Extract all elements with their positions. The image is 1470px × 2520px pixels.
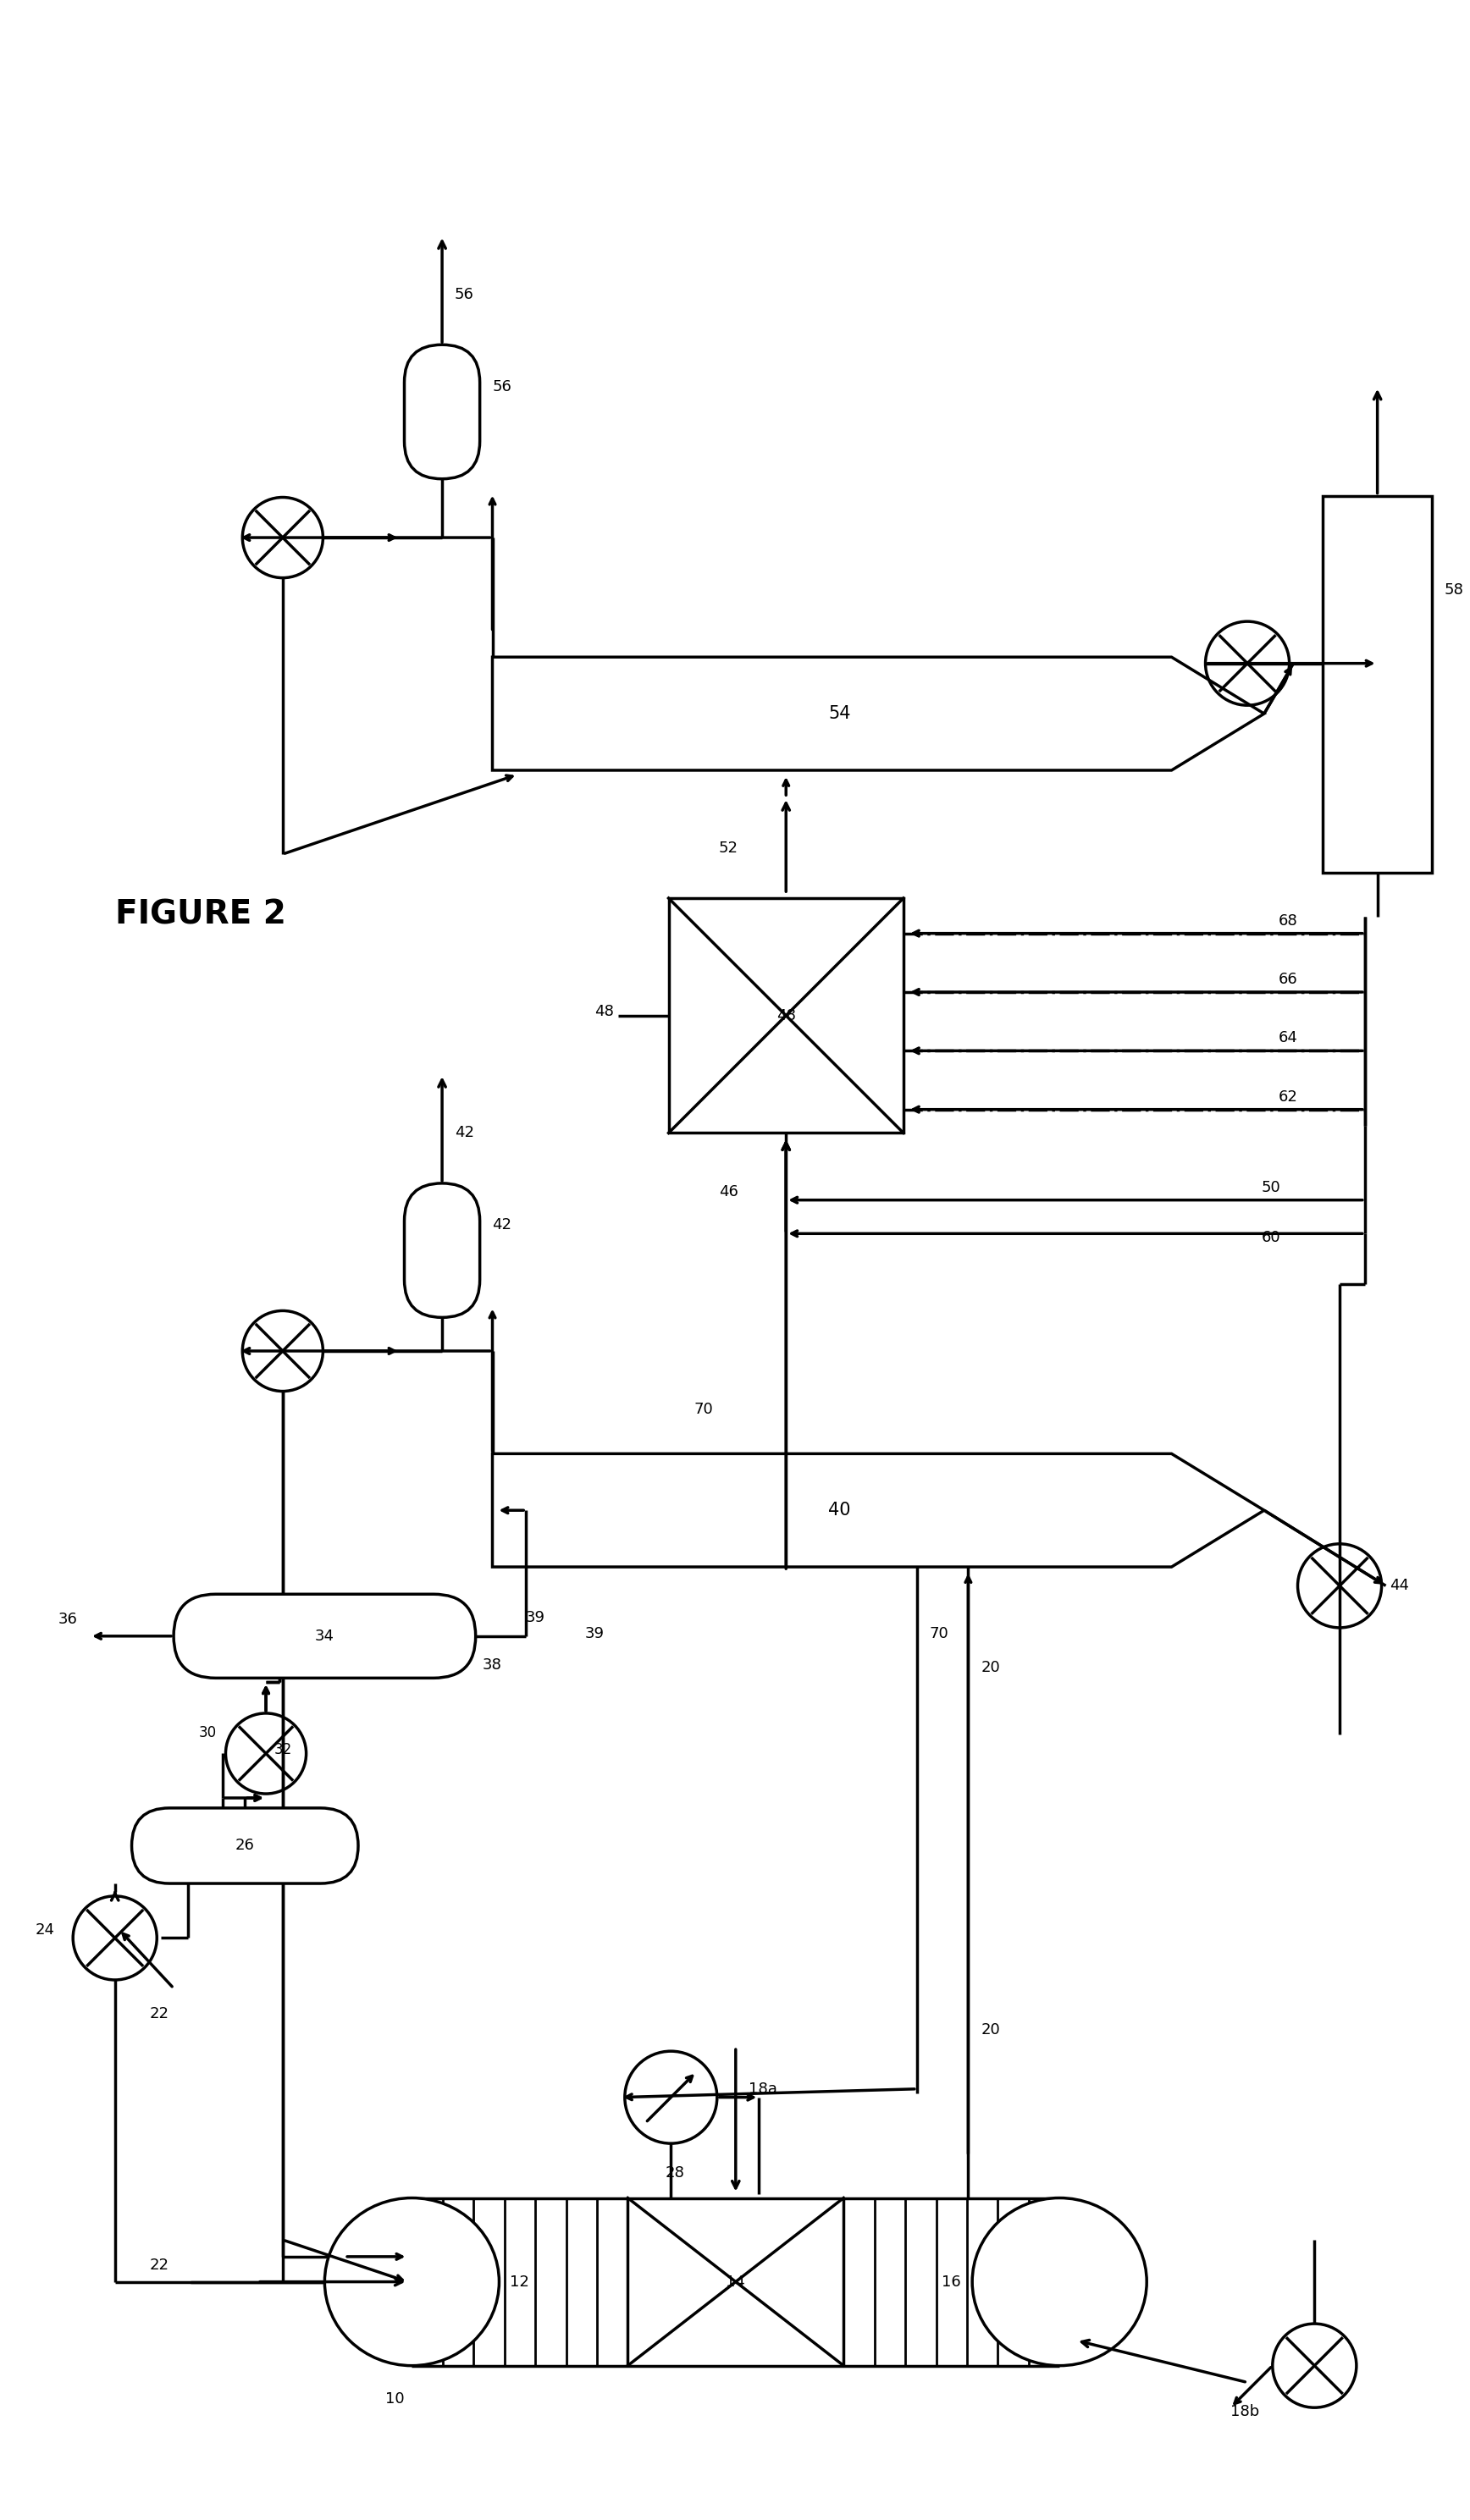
Text: 70: 70 — [694, 1401, 713, 1416]
Text: 39: 39 — [526, 1610, 545, 1625]
Ellipse shape — [972, 2197, 1147, 2366]
Text: 30: 30 — [198, 1724, 216, 1741]
Polygon shape — [492, 658, 1264, 771]
Text: 52: 52 — [719, 839, 738, 854]
Text: 18b: 18b — [1230, 2404, 1260, 2419]
Text: 36: 36 — [57, 1613, 78, 1628]
Text: 54: 54 — [829, 706, 851, 723]
Text: 48: 48 — [595, 1003, 614, 1018]
Bar — [412, 2197, 1060, 2366]
Text: 56: 56 — [454, 287, 473, 302]
Text: 66: 66 — [1279, 973, 1298, 988]
Text: 12: 12 — [510, 2273, 529, 2288]
Text: 14: 14 — [726, 2273, 745, 2288]
Text: 46: 46 — [719, 1184, 738, 1200]
FancyBboxPatch shape — [404, 345, 479, 479]
Ellipse shape — [325, 2197, 500, 2366]
Polygon shape — [492, 1454, 1264, 1567]
Text: 62: 62 — [1279, 1089, 1298, 1104]
Text: 44: 44 — [1391, 1578, 1410, 1593]
Text: 48: 48 — [776, 1008, 795, 1023]
Text: 70: 70 — [929, 1625, 948, 1641]
Bar — [1323, 496, 1432, 872]
Text: 40: 40 — [829, 1502, 851, 1520]
Text: 42: 42 — [492, 1217, 512, 1232]
Bar — [669, 897, 904, 1134]
Text: 22: 22 — [150, 2006, 169, 2021]
Text: 50: 50 — [1261, 1179, 1280, 1194]
FancyBboxPatch shape — [404, 1184, 479, 1318]
Text: 26: 26 — [235, 1837, 254, 1852]
Text: 32: 32 — [275, 1741, 293, 1756]
Text: 20: 20 — [980, 2024, 1000, 2039]
Text: 16: 16 — [942, 2273, 961, 2288]
Text: 60: 60 — [1261, 1230, 1280, 1245]
Text: 56: 56 — [492, 378, 512, 393]
Text: 20: 20 — [980, 1661, 1000, 1676]
Text: 18a: 18a — [748, 2082, 778, 2097]
Text: 22: 22 — [150, 2258, 169, 2273]
Text: 39: 39 — [585, 1625, 604, 1641]
FancyBboxPatch shape — [132, 1807, 359, 1882]
Text: FIGURE 2: FIGURE 2 — [115, 900, 285, 930]
Text: 58: 58 — [1445, 582, 1464, 597]
Text: 10: 10 — [385, 2391, 404, 2407]
Text: 64: 64 — [1279, 1031, 1298, 1046]
FancyBboxPatch shape — [173, 1595, 476, 1678]
Text: 34: 34 — [315, 1628, 334, 1643]
Text: 42: 42 — [454, 1126, 475, 1142]
Text: 24: 24 — [35, 1923, 54, 1938]
Text: 28: 28 — [666, 2165, 685, 2180]
Text: 38: 38 — [482, 1658, 503, 1673]
Text: 68: 68 — [1279, 912, 1298, 927]
